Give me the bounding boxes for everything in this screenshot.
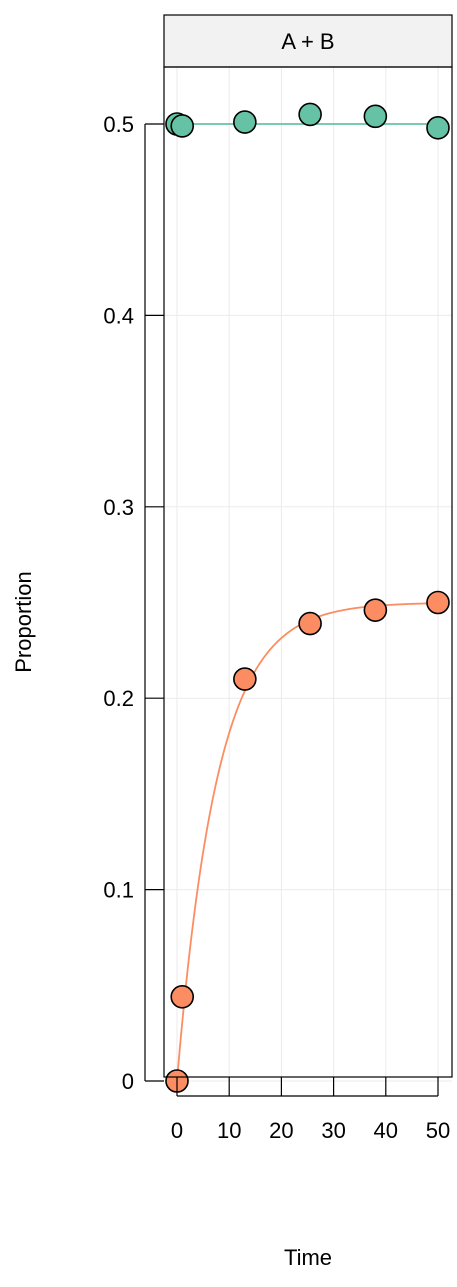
data-point	[298, 102, 322, 127]
data-point	[170, 114, 195, 138]
data-point	[233, 110, 257, 134]
fit-line-1	[176, 602, 439, 1082]
panel-strip: A + B	[163, 14, 453, 68]
y-tick-label: 0.4	[103, 303, 134, 328]
y-tick-label: 0.3	[103, 495, 134, 520]
y-axis: 0 0.1 0.2 0.3 0.4 0.5	[103, 112, 164, 1094]
data-points	[165, 102, 450, 1093]
x-tick-label: 20	[269, 1118, 293, 1143]
fit-lines	[176, 123, 439, 1082]
y-tick-label: 0.2	[103, 686, 134, 711]
data-point	[426, 116, 450, 140]
data-point	[426, 590, 450, 615]
x-axis: 0 10 20 30 40 50	[171, 1077, 450, 1143]
panel-border	[163, 66, 453, 1078]
data-point	[363, 104, 388, 129]
grid-lines	[164, 67, 452, 1082]
x-tick-label: 10	[217, 1118, 241, 1143]
data-point	[298, 611, 322, 636]
x-tick-label: 50	[426, 1118, 450, 1143]
panel-label: A + B	[281, 29, 334, 54]
data-point	[233, 667, 257, 691]
y-tick-label: 0.1	[103, 878, 134, 903]
x-tick-label: 0	[171, 1118, 183, 1143]
y-tick-label: 0.5	[103, 112, 134, 137]
y-tick-label: 0	[122, 1069, 134, 1094]
data-point	[170, 984, 195, 1009]
y-axis-title: Proportion	[11, 571, 36, 673]
data-point	[363, 598, 388, 622]
x-tick-label: 30	[321, 1118, 345, 1143]
x-tick-label: 40	[374, 1118, 398, 1143]
x-axis-title: Time	[284, 1245, 332, 1270]
